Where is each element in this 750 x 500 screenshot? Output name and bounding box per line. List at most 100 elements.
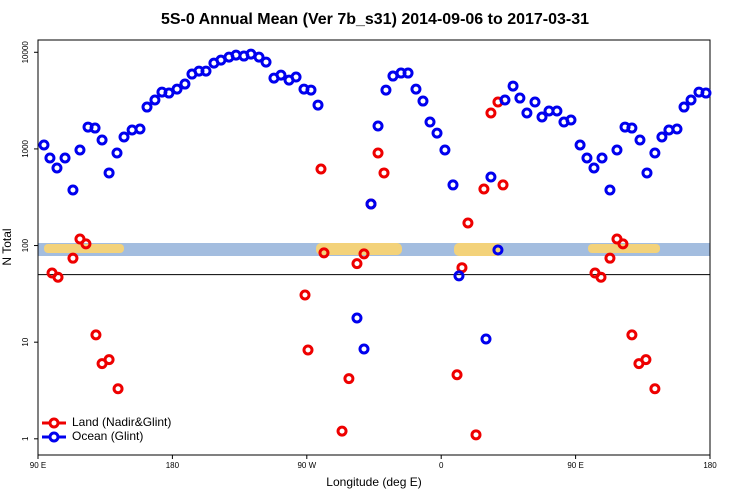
x-tick-label: 90 E: [30, 461, 46, 470]
y-tick-label: 1000: [21, 139, 30, 157]
point: [74, 144, 86, 156]
legend-label: Ocean (Glint): [72, 429, 143, 443]
point: [626, 122, 638, 134]
legend-marker: [48, 431, 60, 443]
x-tick-label: 180: [166, 461, 180, 470]
point: [302, 344, 314, 356]
point: [260, 56, 272, 68]
point: [595, 271, 607, 283]
x-tick-label: 0: [439, 461, 444, 470]
point: [372, 147, 384, 159]
point: [343, 373, 355, 385]
y-tick-label: 100: [21, 238, 30, 252]
point: [431, 127, 443, 139]
x-tick-label: 90 W: [297, 461, 316, 470]
point: [451, 369, 463, 381]
point: [514, 92, 526, 104]
point: [134, 123, 146, 135]
point: [253, 51, 265, 63]
point: [318, 247, 330, 259]
point: [52, 271, 64, 283]
point: [497, 179, 509, 191]
point: [305, 84, 317, 96]
point: [617, 238, 629, 250]
point: [521, 107, 533, 119]
legend-marker: [48, 417, 60, 429]
point: [89, 122, 101, 134]
point: [611, 144, 623, 156]
point: [485, 171, 497, 183]
point: [574, 139, 586, 151]
point: [439, 144, 451, 156]
point: [499, 94, 511, 106]
point: [38, 139, 50, 151]
point: [671, 123, 683, 135]
point: [67, 184, 79, 196]
point: [596, 152, 608, 164]
point: [275, 69, 287, 81]
point: [380, 84, 392, 96]
point: [700, 87, 712, 99]
point: [351, 258, 363, 270]
point: [640, 354, 652, 366]
point: [536, 111, 548, 123]
point: [51, 162, 63, 174]
point: [453, 270, 465, 282]
point: [649, 383, 661, 395]
x-axis-label: Longitude (deg E): [326, 475, 421, 489]
point: [44, 152, 56, 164]
point: [626, 329, 638, 341]
point: [649, 147, 661, 159]
point: [565, 114, 577, 126]
x-tick-label: 180: [703, 461, 717, 470]
point: [402, 67, 414, 79]
point: [179, 78, 191, 90]
point: [417, 95, 429, 107]
point: [336, 425, 348, 437]
y-tick-label: 10: [21, 337, 30, 346]
point: [358, 343, 370, 355]
point: [462, 217, 474, 229]
y-tick-label: 10000: [21, 41, 30, 64]
point: [551, 105, 563, 117]
point: [372, 120, 384, 132]
point: [410, 83, 422, 95]
point: [111, 147, 123, 159]
point: [588, 162, 600, 174]
point: [67, 252, 79, 264]
point: [59, 152, 71, 164]
point: [171, 83, 183, 95]
point: [80, 238, 92, 250]
point: [141, 101, 153, 113]
point: [581, 152, 593, 164]
point: [678, 101, 690, 113]
land-patch: [316, 243, 402, 255]
point: [507, 80, 519, 92]
map-strip: [38, 243, 710, 256]
y-tick-label: 1: [21, 436, 30, 441]
point: [492, 244, 504, 256]
point: [529, 96, 541, 108]
point: [149, 94, 161, 106]
land-patch: [454, 243, 502, 256]
point: [96, 134, 108, 146]
point: [470, 429, 482, 441]
point: [351, 312, 363, 324]
point: [478, 183, 490, 195]
point: [365, 198, 377, 210]
point: [103, 167, 115, 179]
x-tick-label: 90 E: [567, 461, 583, 470]
point: [118, 131, 130, 143]
point: [634, 134, 646, 146]
point: [358, 248, 370, 260]
point: [299, 289, 311, 301]
plot-frame: [37, 39, 711, 456]
legend-label: Land (Nadir&Glint): [72, 415, 171, 429]
point: [378, 167, 390, 179]
point: [447, 179, 459, 191]
point: [163, 87, 175, 99]
point: [200, 65, 212, 77]
point: [604, 252, 616, 264]
point: [315, 163, 327, 175]
